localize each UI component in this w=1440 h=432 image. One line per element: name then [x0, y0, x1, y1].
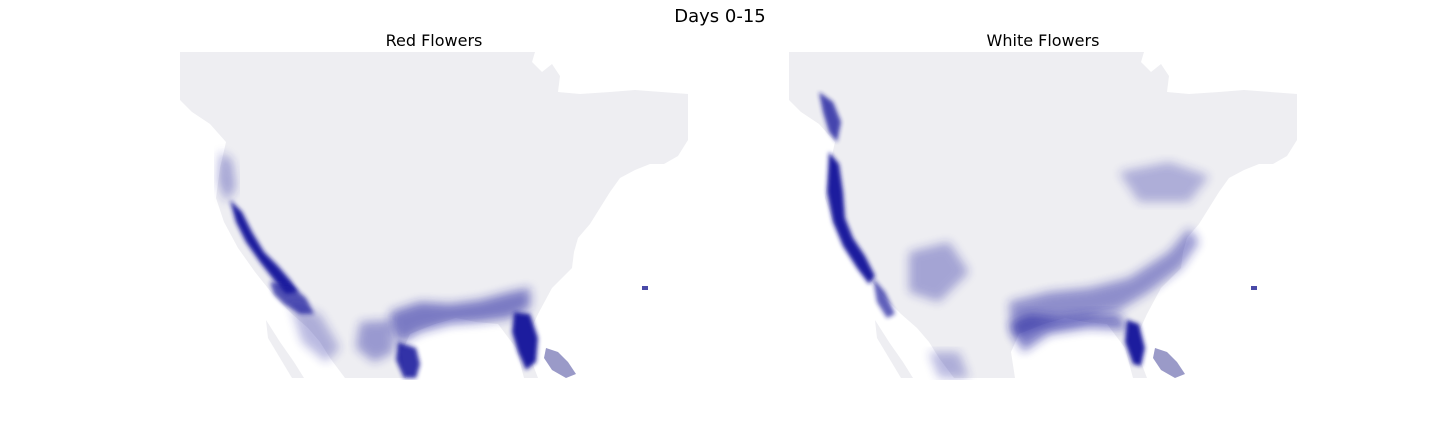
density-hotspots — [218, 152, 538, 378]
panel-title-white-flowers: White Flowers — [986, 31, 1100, 50]
density-hotspots — [819, 92, 1209, 378]
map-red-flowers — [180, 52, 688, 378]
land-mass — [789, 52, 1297, 378]
map-panel-white-flowers: White Flowers — [789, 30, 1297, 380]
map-panel-red-flowers: Red Flowers — [180, 30, 688, 380]
panel-title-red-flowers: Red Flowers — [385, 31, 483, 50]
map-white-flowers — [789, 52, 1297, 378]
land-mass — [180, 52, 688, 378]
figure-title: Days 0-15 — [674, 6, 766, 27]
